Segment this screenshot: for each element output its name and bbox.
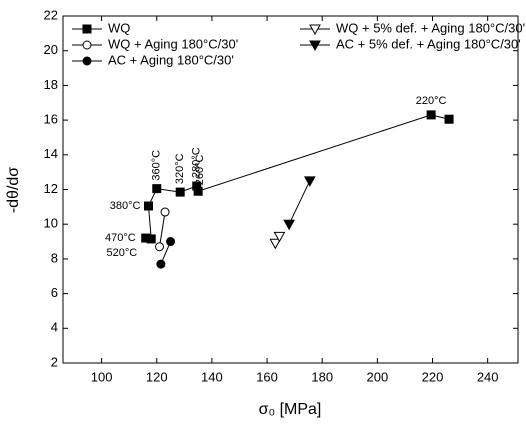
point (426, 110, 436, 120)
y-tick-label: 4 (51, 320, 58, 335)
x-tick-label: 180 (311, 369, 333, 384)
point-label: 360°C (151, 150, 163, 181)
y-tick-label: 8 (51, 250, 58, 265)
point (143, 201, 153, 211)
y-tick-label: 10 (44, 216, 58, 231)
legend-marker (309, 40, 321, 52)
point (175, 187, 185, 197)
point (156, 259, 166, 269)
legend-label: AC + Aging 180°C/30' (108, 52, 234, 67)
point (166, 237, 176, 247)
legend-label: WQ + Aging 180°C/30' (108, 36, 238, 51)
legend-label: WQ (108, 20, 130, 35)
legend-label: AC + 5% def. + Aging 180°C/30' (336, 36, 521, 51)
legend-label: WQ + 5% def. + Aging 180°C/30' (336, 20, 525, 35)
y-tick-label: 20 (44, 42, 58, 57)
point (160, 207, 170, 217)
x-tick-label: 140 (201, 369, 223, 384)
point (155, 242, 165, 252)
y-tick-label: 6 (51, 285, 58, 300)
legend-marker (82, 40, 92, 50)
point (273, 231, 286, 243)
point-label: 470°C (105, 232, 136, 244)
series-line (159, 211, 166, 247)
point (283, 219, 295, 231)
point (146, 234, 156, 244)
y-tick-label: 16 (44, 112, 58, 127)
x-tick-label: 120 (146, 369, 168, 384)
x-tick-label: 220 (422, 369, 444, 384)
y-tick-label: 18 (44, 77, 58, 92)
point-label: 380°C (110, 200, 141, 212)
series-line (288, 180, 311, 225)
y-axis-label: -dθ/dσ (5, 167, 22, 213)
x-tick-label: 200 (367, 369, 389, 384)
point (269, 238, 282, 250)
point (193, 186, 203, 196)
y-tick-label: 2 (51, 354, 58, 369)
point (444, 114, 454, 124)
point (152, 184, 162, 194)
legend-marker (309, 24, 321, 36)
y-tick-label: 22 (44, 7, 58, 22)
point-label: 320°C (174, 153, 186, 184)
point-label: 220°C (416, 95, 447, 107)
point-label: 260°C (194, 154, 206, 185)
legend-marker (82, 24, 92, 34)
plot-frame (62, 15, 519, 364)
y-tick-label: 12 (44, 181, 58, 196)
x-tick-label: 160 (256, 369, 278, 384)
x-tick-label: 100 (91, 369, 113, 384)
x-tick-label: 240 (477, 369, 499, 384)
legend-marker (82, 56, 92, 66)
x-axis-label: σ₀ [MPa] (259, 401, 322, 418)
point-label: 520°C (107, 247, 138, 259)
point-label: 280°C (191, 147, 203, 178)
point (303, 176, 316, 187)
y-tick-label: 14 (44, 146, 58, 161)
